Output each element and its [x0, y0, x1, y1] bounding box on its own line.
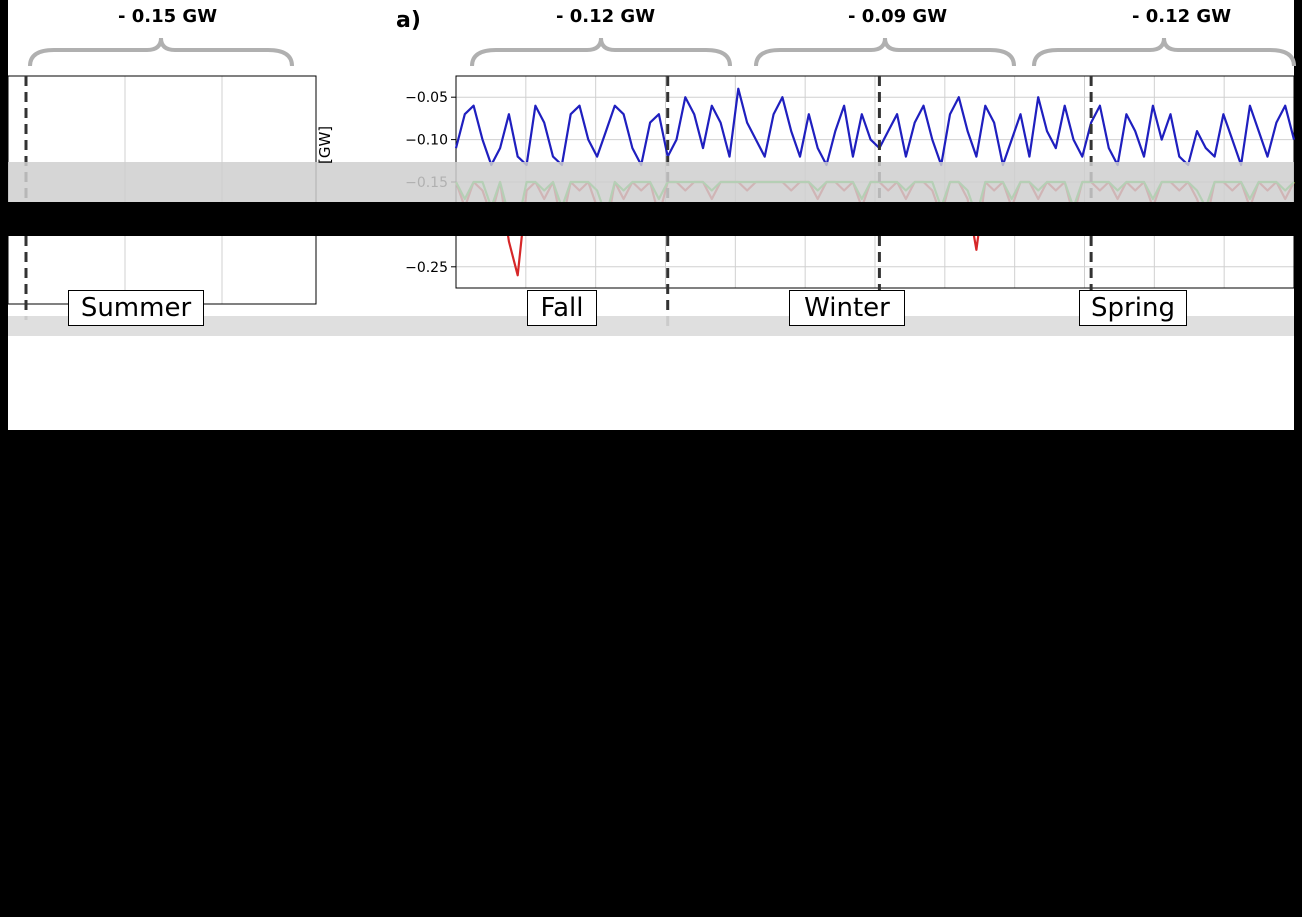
- bracket-1: [470, 37, 732, 67]
- bracket-3: [1032, 37, 1296, 67]
- season-brackets: [28, 37, 1296, 67]
- y-tick-label-1: −0.10: [405, 133, 448, 149]
- bracket-0: [28, 37, 294, 67]
- artifact-band-light: [8, 316, 1294, 336]
- bracket-2: [754, 37, 1016, 67]
- render-artifact-bands: [8, 162, 1294, 917]
- season-label-winter: Winter: [789, 290, 905, 326]
- artifact-band-black: [8, 202, 1294, 236]
- artifact-band-gray: [8, 162, 1294, 202]
- bracket-label-summer: - 0.15 GW: [118, 6, 218, 27]
- season-label-fall: Fall: [527, 290, 597, 326]
- bracket-label-fall: - 0.12 GW: [556, 6, 656, 27]
- y-axis-label: [GW]: [316, 125, 334, 164]
- y-tick-label-0: −0.05: [405, 90, 448, 106]
- y-tick-label-4: −0.25: [405, 260, 448, 276]
- panel-label: a): [396, 8, 421, 33]
- bracket-label-spring: - 0.12 GW: [1132, 6, 1232, 27]
- season-label-summer: Summer: [68, 290, 204, 326]
- series-line-0: [454, 87, 1296, 167]
- season-label-spring: Spring: [1079, 290, 1187, 326]
- bracket-label-winter: - 0.09 GW: [848, 6, 948, 27]
- artifact-lower-black: [8, 430, 1294, 917]
